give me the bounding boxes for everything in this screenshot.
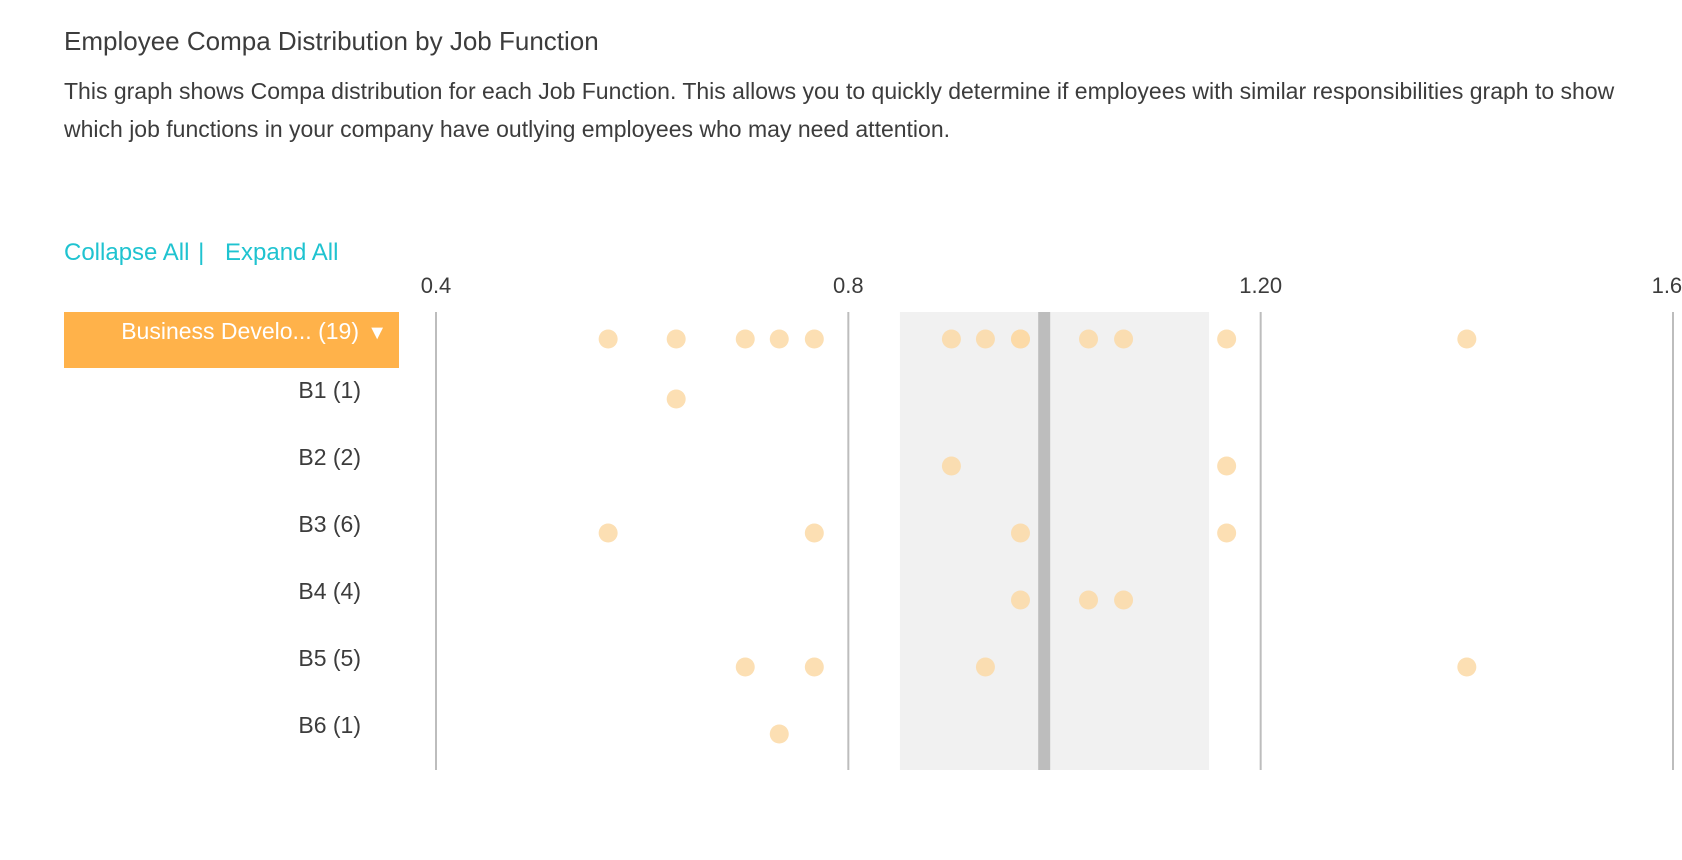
controls-separator: | xyxy=(198,239,205,266)
caret-down-icon: ▼ xyxy=(367,322,387,344)
employee-dot xyxy=(1217,456,1237,476)
employee-dot xyxy=(1217,523,1237,543)
employee-dot xyxy=(804,657,824,677)
employee-dot xyxy=(598,329,618,349)
employee-dot xyxy=(975,329,995,349)
page-description: This graph shows Compa distribution for … xyxy=(64,78,1615,142)
page-title: Employee Compa Distribution by Job Funct… xyxy=(64,26,599,56)
employee-dot xyxy=(1010,590,1030,610)
x-tick-label: 1.20 xyxy=(1239,273,1282,298)
employee-dot xyxy=(804,523,824,543)
job-function-group-header[interactable]: Business Develo... (19) ▼ xyxy=(64,312,399,368)
x-tick-label: 0.4 xyxy=(421,273,452,298)
row-label-b4[interactable]: B4 (4) xyxy=(298,578,361,604)
row-label-b5[interactable]: B5 (5) xyxy=(298,645,361,671)
x-tick-label: 1.60 xyxy=(1652,273,1682,298)
employee-dot xyxy=(1457,329,1477,349)
employee-dot xyxy=(735,657,755,677)
employee-dot xyxy=(666,389,686,409)
row-label-b6[interactable]: B6 (1) xyxy=(298,712,361,738)
expand-all-link[interactable]: Expand All xyxy=(224,239,339,266)
employee-dot xyxy=(735,329,755,349)
employee-dot xyxy=(1217,329,1237,349)
employee-dot xyxy=(598,523,618,543)
tree-controls: Collapse All | Expand All xyxy=(64,239,338,267)
employee-dot xyxy=(1010,523,1030,543)
group-label: Business Develo... (19) xyxy=(121,318,359,344)
employee-dot xyxy=(1079,329,1099,349)
row-label-b1[interactable]: B1 (1) xyxy=(298,377,361,403)
median-bar xyxy=(1038,312,1051,770)
employee-dot xyxy=(769,724,789,744)
x-tick-label: 0.8 xyxy=(833,273,864,298)
employee-dot xyxy=(941,456,961,476)
employee-dot xyxy=(975,657,995,677)
employee-dot xyxy=(804,329,824,349)
row-label-b2[interactable]: B2 (2) xyxy=(298,444,361,470)
employee-dot xyxy=(1079,590,1099,610)
row-label-b3[interactable]: B3 (6) xyxy=(298,511,361,537)
employee-dot xyxy=(1010,329,1030,349)
employee-dot xyxy=(1114,329,1134,349)
employee-dot xyxy=(1457,657,1477,677)
collapse-all-link[interactable]: Collapse All xyxy=(64,239,190,266)
employee-dot xyxy=(1114,590,1134,610)
employee-dot xyxy=(769,329,789,349)
employee-dot xyxy=(666,329,686,349)
typical-range-band xyxy=(899,312,1210,770)
employee-dot xyxy=(941,329,961,349)
